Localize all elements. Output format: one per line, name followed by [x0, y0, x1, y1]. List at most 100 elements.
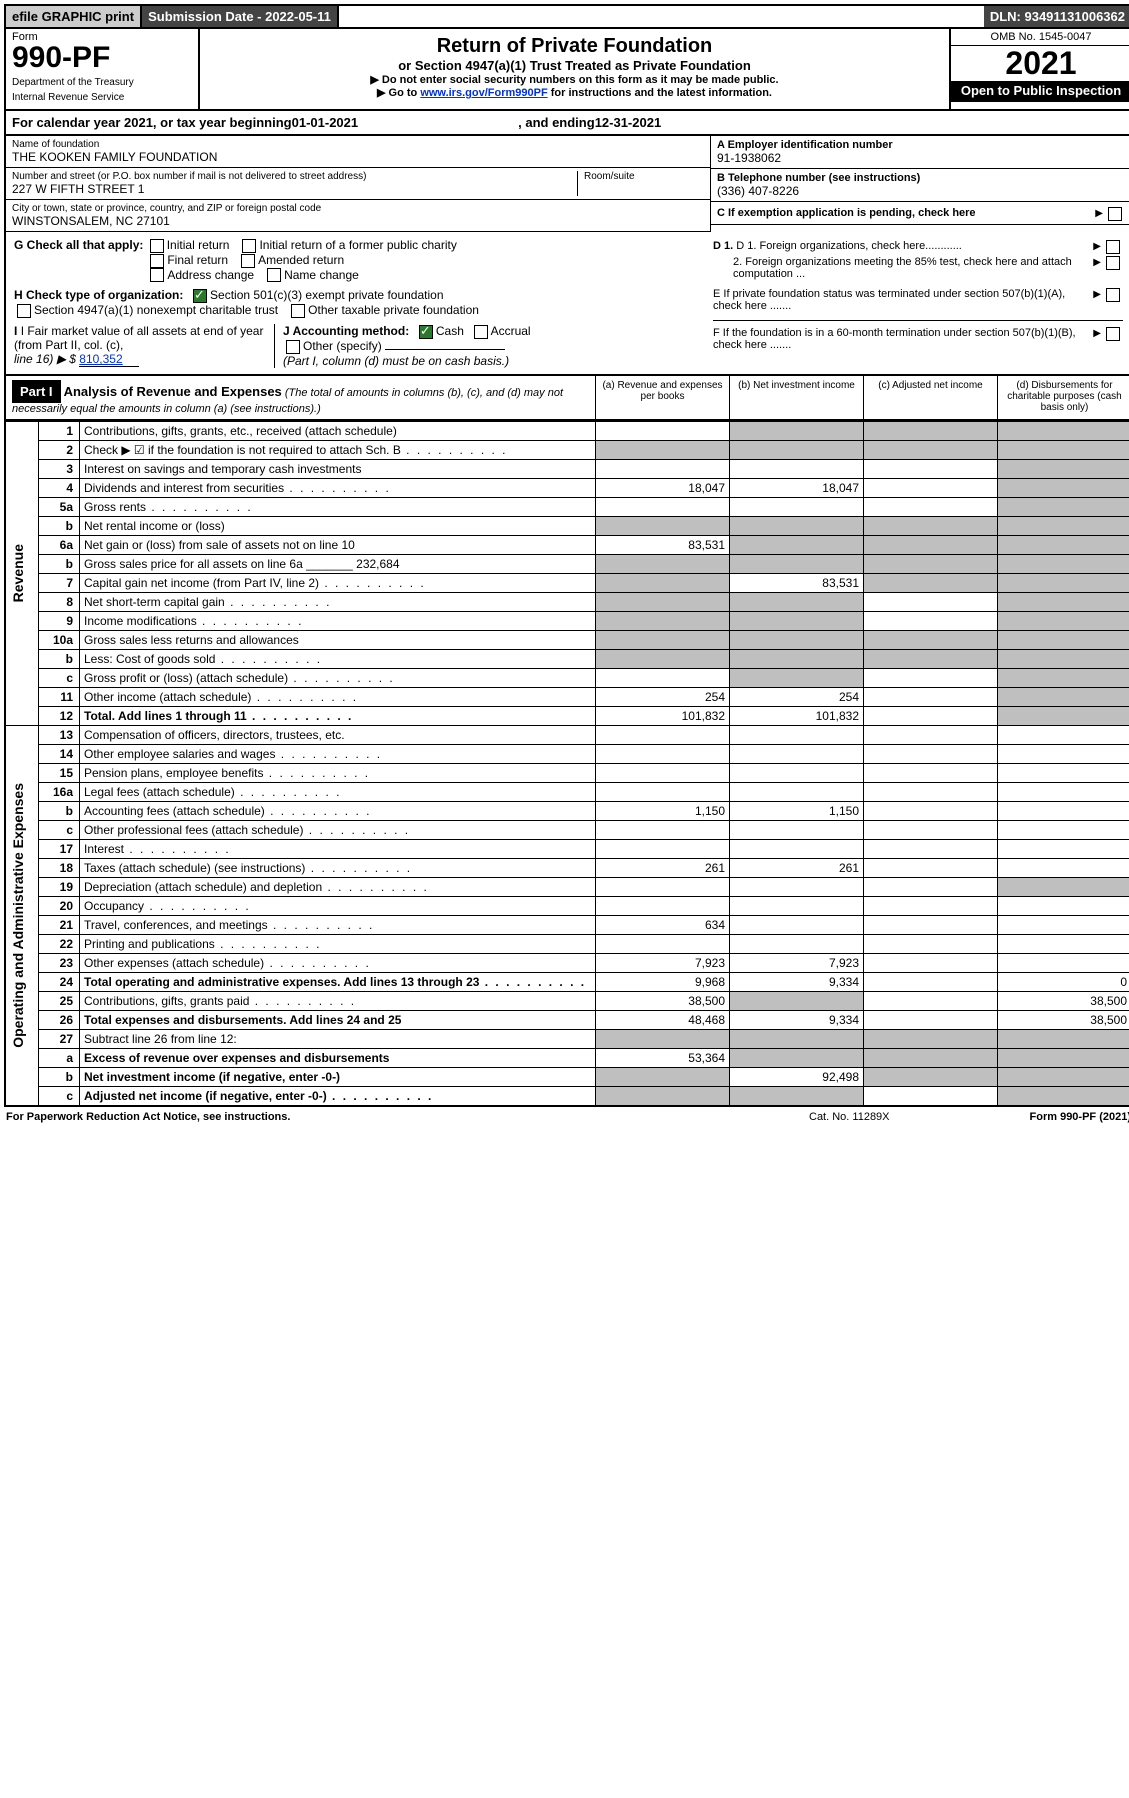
line-description: Other employee salaries and wages	[80, 744, 596, 763]
line-description: Adjusted net income (if negative, enter …	[80, 1086, 596, 1106]
line-description: Income modifications	[80, 611, 596, 630]
table-row: 16aLegal fees (attach schedule)	[5, 782, 1129, 801]
line-number: 6a	[39, 535, 80, 554]
form-subtitle: or Section 4947(a)(1) Trust Treated as P…	[206, 58, 943, 73]
table-row: 23Other expenses (attach schedule)7,9237…	[5, 953, 1129, 972]
value-cell	[998, 554, 1129, 573]
name-change-checkbox[interactable]	[267, 268, 281, 282]
value-cell	[864, 915, 998, 934]
table-row: 18Taxes (attach schedule) (see instructi…	[5, 858, 1129, 877]
line-description: Other income (attach schedule)	[80, 687, 596, 706]
value-cell	[864, 611, 998, 630]
d1-checkbox[interactable]	[1106, 240, 1120, 254]
ein-label: A Employer identification number	[717, 139, 1125, 151]
value-cell	[596, 459, 730, 478]
line-number: 15	[39, 763, 80, 782]
4947-checkbox[interactable]	[17, 304, 31, 318]
line-description: Compensation of officers, directors, tru…	[80, 725, 596, 744]
line-description: Other professional fees (attach schedule…	[80, 820, 596, 839]
table-row: 25Contributions, gifts, grants paid38,50…	[5, 991, 1129, 1010]
irs-label: Internal Revenue Service	[12, 92, 192, 103]
value-cell	[596, 782, 730, 801]
value-cell	[864, 554, 998, 573]
value-cell	[730, 820, 864, 839]
value-cell	[864, 1010, 998, 1029]
value-cell	[998, 611, 1129, 630]
line-number: b	[39, 649, 80, 668]
value-cell	[998, 668, 1129, 687]
table-row: 10aGross sales less returns and allowanc…	[5, 630, 1129, 649]
value-cell	[730, 649, 864, 668]
value-cell	[998, 1029, 1129, 1048]
line-number: 16a	[39, 782, 80, 801]
c-checkbox[interactable]	[1108, 207, 1122, 221]
value-cell	[998, 839, 1129, 858]
name-label: Name of foundation	[12, 139, 704, 150]
table-row: 17Interest	[5, 839, 1129, 858]
value-cell	[596, 649, 730, 668]
line-description: Depreciation (attach schedule) and deple…	[80, 877, 596, 896]
value-cell	[864, 991, 998, 1010]
street-label: Number and street (or P.O. box number if…	[12, 171, 577, 182]
value-cell	[998, 516, 1129, 535]
final-return-checkbox[interactable]	[150, 254, 164, 268]
value-cell	[730, 611, 864, 630]
f-checkbox[interactable]	[1106, 327, 1120, 341]
value-cell	[864, 725, 998, 744]
table-row: bLess: Cost of goods sold	[5, 649, 1129, 668]
amended-return-checkbox[interactable]	[241, 254, 255, 268]
address-change-checkbox[interactable]	[150, 268, 164, 282]
value-cell	[998, 934, 1129, 953]
value-cell: 18,047	[730, 478, 864, 497]
table-row: 22Printing and publications	[5, 934, 1129, 953]
accrual-checkbox[interactable]	[474, 325, 488, 339]
section-label: Operating and Administrative Expenses	[5, 725, 39, 1106]
value-cell	[596, 839, 730, 858]
value-cell	[864, 820, 998, 839]
value-cell	[730, 839, 864, 858]
value-cell: 48,468	[596, 1010, 730, 1029]
initial-return-checkbox[interactable]	[150, 239, 164, 253]
line-description: Total expenses and disbursements. Add li…	[80, 1010, 596, 1029]
line-number: 12	[39, 706, 80, 725]
col-b-header: (b) Net investment income	[729, 376, 863, 419]
value-cell	[998, 649, 1129, 668]
value-cell	[596, 516, 730, 535]
section-label: Revenue	[5, 421, 39, 725]
value-cell	[730, 915, 864, 934]
cash-checkbox[interactable]	[419, 325, 433, 339]
line-description: Subtract line 26 from line 12:	[80, 1029, 596, 1048]
line-description: Printing and publications	[80, 934, 596, 953]
form-url-link[interactable]: www.irs.gov/Form990PF	[420, 87, 547, 99]
value-cell	[730, 668, 864, 687]
value-cell	[864, 744, 998, 763]
501c3-checkbox[interactable]	[193, 289, 207, 303]
value-cell	[998, 1048, 1129, 1067]
ssn-note: ▶ Do not enter social security numbers o…	[206, 73, 943, 86]
line-description: Legal fees (attach schedule)	[80, 782, 596, 801]
line-number: c	[39, 668, 80, 687]
form-number-box: Form 990-PF Department of the Treasury I…	[6, 29, 200, 109]
line-number: b	[39, 801, 80, 820]
form-header: Form 990-PF Department of the Treasury I…	[4, 29, 1129, 111]
table-row: 2Check ▶ ☑ if the foundation is not requ…	[5, 440, 1129, 459]
checks-block: G Check all that apply: Initial return I…	[4, 232, 1129, 376]
value-cell	[730, 497, 864, 516]
value-cell	[998, 440, 1129, 459]
efile-label[interactable]: efile GRAPHIC print	[6, 6, 142, 27]
line-number: 11	[39, 687, 80, 706]
value-cell	[998, 706, 1129, 725]
value-cell	[730, 630, 864, 649]
value-cell	[998, 953, 1129, 972]
e-checkbox[interactable]	[1106, 288, 1120, 302]
value-cell	[596, 1086, 730, 1106]
value-cell	[998, 478, 1129, 497]
d2-checkbox[interactable]	[1106, 256, 1120, 270]
initial-former-checkbox[interactable]	[242, 239, 256, 253]
col-a-header: (a) Revenue and expenses per books	[595, 376, 729, 419]
value-cell	[998, 630, 1129, 649]
other-taxable-checkbox[interactable]	[291, 304, 305, 318]
line-number: 10a	[39, 630, 80, 649]
line-number: 19	[39, 877, 80, 896]
other-method-checkbox[interactable]	[286, 340, 300, 354]
